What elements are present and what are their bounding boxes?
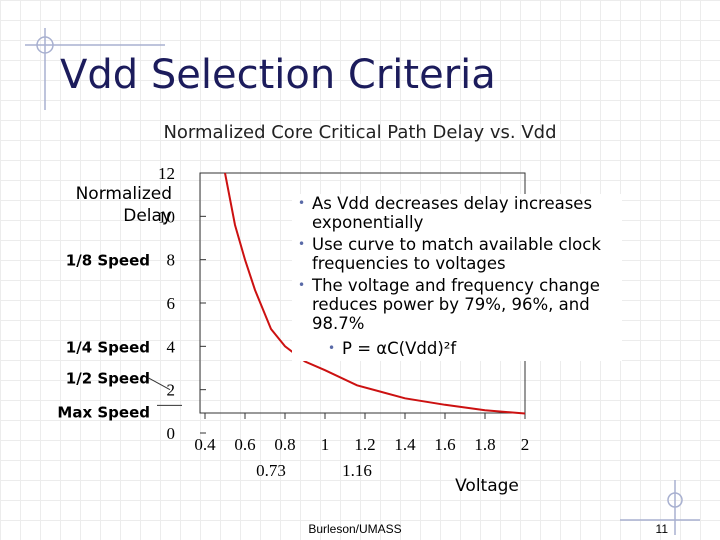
y-axis-label: Normalized Delay [75, 184, 172, 226]
y-tick-label: 6 [167, 294, 176, 313]
bullet: As Vdd decreases delay increases exponen… [292, 194, 622, 232]
x-annotation: 1.16 [342, 461, 372, 480]
bullet-box: As Vdd decreases delay increases exponen… [292, 194, 622, 361]
x-tick-label: 1.6 [434, 435, 455, 454]
x-tick-label: 1 [321, 435, 330, 454]
x-tick-label: 1.4 [394, 435, 416, 454]
y-tick-label: 4 [167, 337, 176, 356]
x-annotation: 0.73 [256, 461, 286, 480]
y-tick-label: 12 [158, 164, 175, 183]
bullet: Use curve to match available clock frequ… [292, 235, 622, 273]
x-tick-label: 1.2 [354, 435, 375, 454]
x-tick-label: 2 [521, 435, 530, 454]
y-tick-label: 0 [167, 424, 176, 443]
speed-label: 1/2 Speed [66, 370, 150, 388]
speed-label: 1/8 Speed [66, 252, 150, 270]
y-tick-label: 2 [167, 381, 176, 400]
y-tick-label: 8 [167, 251, 176, 270]
x-axis-label: Voltage [455, 476, 519, 496]
chart-title: Normalized Core Critical Path Delay vs. … [163, 122, 556, 143]
speed-label: Max Speed [57, 403, 150, 421]
x-tick-label: 0.4 [194, 435, 216, 454]
y-tick-label: 10 [158, 207, 175, 226]
footer: Burleson/UMASS [308, 522, 401, 536]
decor-circle [36, 36, 54, 54]
decor-circle [667, 492, 683, 508]
x-tick-label: 1.8 [474, 435, 495, 454]
speed-leader [147, 377, 171, 391]
chart: 12 10 8 6 4 2 0 0.4 0.6 0.8 1 1.2 1.4 1.6 1.8 2 0.73 1.16… [57, 164, 529, 480]
speed-label: 1/4 Speed [66, 338, 150, 356]
sub-bullet: P = αC(Vdd)²f [322, 339, 622, 358]
x-tick-label: 0.8 [274, 435, 295, 454]
delay-curve [224, 172, 526, 415]
slide-title: Vdd Selection Criteria [60, 52, 496, 98]
bullet: The voltage and frequency change reduces… [292, 276, 622, 333]
page-number: 11 [656, 522, 669, 536]
x-tick-label: 0.6 [234, 435, 255, 454]
